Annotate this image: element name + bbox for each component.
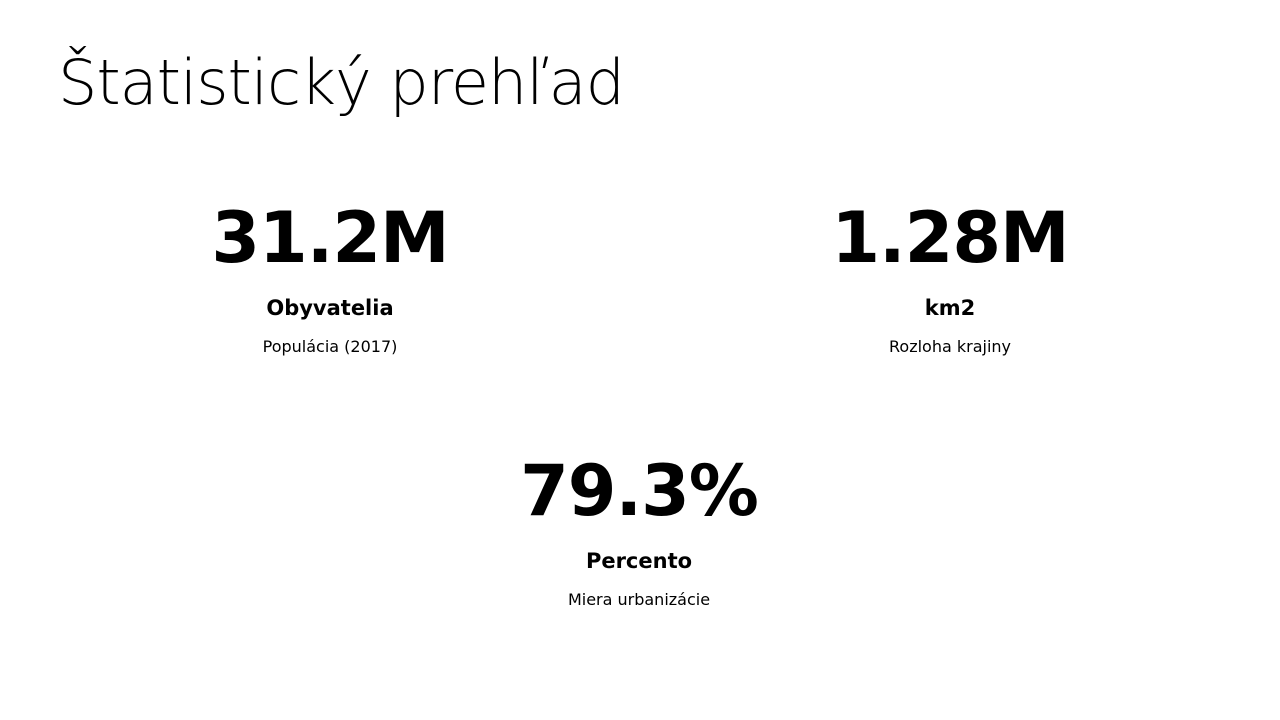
stat-label: km2 [924,296,976,320]
stat-value: 1.28M [831,197,1069,279]
stat-card-population: 31.2M Obyvatelia Populácia (2017) [110,196,550,358]
stat-description: Populácia (2017) [262,337,398,356]
stat-description: Rozloha krajiny [889,337,1011,356]
stat-value: 79.3% [520,450,759,532]
stat-description: Miera urbanizácie [567,590,711,609]
stat-label: Obyvatelia [266,296,394,320]
stat-label: Percento [585,549,693,573]
stat-card-urbanization: 79.3% Percento Miera urbanizácie [419,449,859,611]
stat-value: 31.2M [211,197,449,279]
page-title: Štatistický prehľad [58,46,625,119]
stat-card-area: 1.28M km2 Rozloha krajiny [730,196,1170,358]
